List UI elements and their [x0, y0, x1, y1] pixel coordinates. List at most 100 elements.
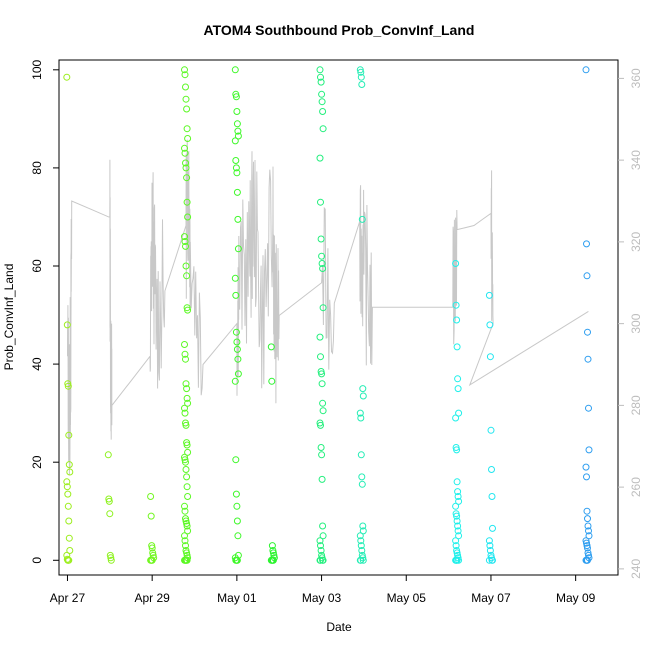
- data-point: [64, 502, 72, 510]
- data-point: [184, 213, 192, 221]
- data-point: [485, 537, 493, 545]
- data-point: [452, 542, 460, 550]
- data-point: [64, 380, 72, 388]
- data-point: [317, 421, 324, 429]
- data-point: [358, 81, 366, 88]
- data-point: [453, 343, 461, 351]
- data-point: [147, 512, 155, 520]
- data-point: [107, 556, 115, 564]
- y-tick-label: 40: [30, 357, 44, 371]
- data-point: [358, 480, 366, 488]
- series-8: [452, 260, 463, 564]
- data-point: [452, 301, 460, 309]
- data-point: [234, 370, 242, 378]
- data-point: [182, 466, 190, 473]
- data-point: [455, 497, 463, 505]
- data-point: [234, 215, 242, 223]
- data-point: [232, 291, 240, 299]
- data-point: [148, 544, 156, 552]
- data-point: [583, 240, 590, 248]
- data-point: [232, 93, 240, 101]
- y-axis-left: 0 20 40 60 80 100: [30, 59, 59, 564]
- data-point: [359, 527, 367, 535]
- data-point: [184, 448, 192, 456]
- series-4: [231, 66, 242, 564]
- data-point: [357, 542, 365, 550]
- y2-tick-label: 340: [629, 150, 643, 170]
- data-point: [317, 353, 324, 361]
- data-point: [181, 71, 189, 79]
- data-point: [66, 547, 74, 554]
- data-point: [356, 66, 364, 74]
- data-point: [317, 235, 325, 243]
- data-point: [183, 125, 191, 133]
- data-point: [357, 556, 365, 564]
- data-point: [64, 382, 72, 390]
- data-point: [65, 431, 73, 439]
- x-axis-label: Date: [326, 620, 352, 634]
- data-point: [183, 520, 191, 527]
- data-point: [316, 154, 324, 162]
- y2-tick-label: 240: [629, 559, 643, 579]
- data-point: [181, 238, 189, 245]
- data-point: [233, 169, 241, 177]
- data-point: [184, 135, 192, 142]
- y-axis-label: Prob_ConvInf_Land: [2, 264, 16, 371]
- data-point: [317, 547, 325, 554]
- data-point: [181, 404, 188, 412]
- data-point: [318, 370, 326, 378]
- data-point: [181, 409, 189, 417]
- y-tick-label: 80: [30, 161, 44, 175]
- data-point: [183, 556, 191, 564]
- y2-tick-label: 320: [629, 232, 643, 252]
- data-point: [357, 73, 365, 81]
- data-point: [232, 328, 240, 336]
- data-point: [106, 510, 114, 518]
- data-point: [269, 549, 277, 557]
- data-point: [583, 507, 591, 515]
- data-point: [63, 483, 71, 491]
- data-point: [488, 493, 496, 500]
- data-point: [232, 456, 240, 464]
- data-point: [319, 304, 327, 312]
- data-point: [318, 260, 326, 267]
- y2-tick-label: 360: [629, 68, 643, 88]
- plot-border: [58, 59, 619, 576]
- data-point: [317, 198, 324, 206]
- data-point: [486, 547, 494, 554]
- data-point: [584, 522, 592, 530]
- data-point: [107, 554, 115, 562]
- data-point: [183, 483, 191, 491]
- data-point: [234, 132, 242, 140]
- data-point: [182, 242, 189, 250]
- data-point: [583, 272, 591, 280]
- data-point: [584, 556, 591, 564]
- data-point: [319, 108, 327, 115]
- data-point: [148, 556, 156, 564]
- data-point: [582, 463, 590, 471]
- data-point: [104, 451, 112, 459]
- data-point: [454, 527, 462, 535]
- data-point: [269, 556, 277, 564]
- data-point: [318, 451, 326, 459]
- data-point: [454, 488, 462, 496]
- series-1: [104, 451, 115, 564]
- data-point: [233, 556, 241, 564]
- data-point: [181, 532, 188, 540]
- x-tick-label: May 01: [217, 591, 257, 605]
- series-3: [181, 66, 192, 564]
- data-point: [486, 321, 494, 329]
- series-10: [582, 66, 593, 564]
- data-point: [319, 532, 327, 540]
- y-tick-label: 60: [30, 259, 44, 273]
- data-point: [181, 507, 189, 515]
- data-point: [585, 532, 593, 540]
- data-point: [234, 245, 242, 253]
- data-point: [182, 83, 189, 91]
- data-point: [489, 524, 496, 532]
- data-point: [452, 414, 460, 422]
- x-tick-label: May 05: [387, 591, 427, 605]
- data-point: [317, 78, 325, 86]
- data-point: [486, 353, 494, 361]
